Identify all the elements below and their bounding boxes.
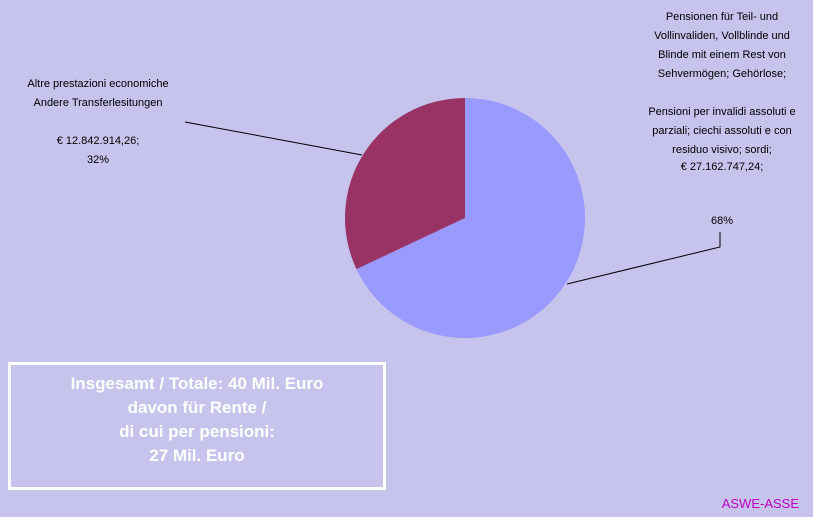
amount-label: € 12.842.914,26; <box>56 135 140 147</box>
percent-label: 32% <box>86 154 110 166</box>
leader-line <box>184 121 363 156</box>
summary-text: Insgesamt / Totale: 40 Mil. Euro davon f… <box>70 374 324 465</box>
amount-label: € 27.162.747,24; <box>680 161 764 173</box>
percent-label: 68% <box>710 215 734 227</box>
summary-box <box>8 362 386 490</box>
pie-slice <box>344 98 465 270</box>
footer: ASWE-ASSE <box>721 496 799 511</box>
slice-label: Pensionen für Teil- und Vollinvaliden, V… <box>648 11 796 156</box>
slice-label: Altre prestazioni economiche Andere Tran… <box>27 78 169 109</box>
leader-line <box>566 232 721 285</box>
pie-slice <box>356 98 585 338</box>
